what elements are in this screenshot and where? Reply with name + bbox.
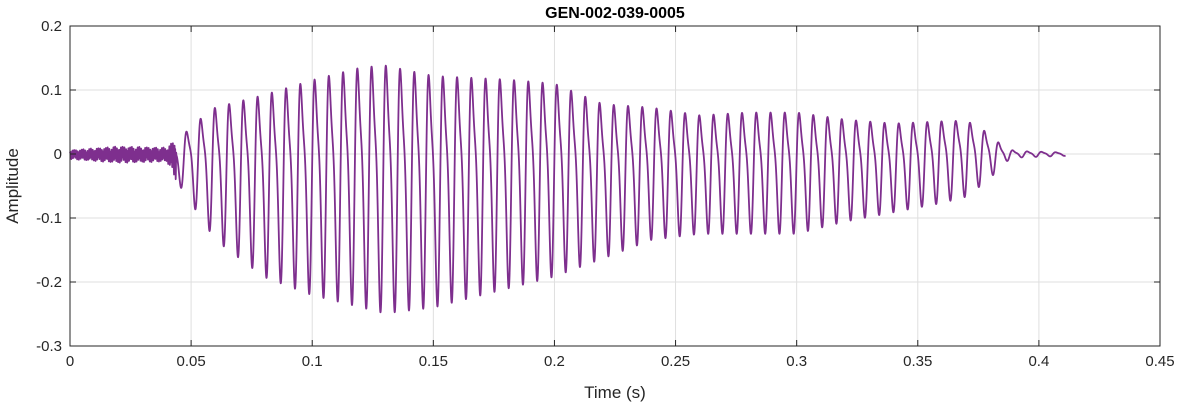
x-tick-label: 0.35 bbox=[903, 353, 932, 370]
y-tick-label: 0.2 bbox=[41, 18, 62, 35]
x-tick-labels: 0 0.05 0.1 0.15 0.2 0.25 0.3 0.35 0.4 0.45 bbox=[66, 353, 1175, 370]
x-tick-label: 0.45 bbox=[1145, 353, 1174, 370]
x-axis-label: Time (s) bbox=[584, 383, 646, 402]
plot-frame bbox=[69, 25, 1161, 347]
y-axis-label: Amplitude bbox=[3, 148, 22, 224]
x-tick-label: 0.2 bbox=[544, 353, 565, 370]
x-tick-label: 0.25 bbox=[661, 353, 690, 370]
waveform-series-line bbox=[69, 64, 1067, 314]
series-group bbox=[69, 64, 1067, 314]
y-tick-label: 0.1 bbox=[41, 82, 62, 99]
y-tick-label: 0 bbox=[54, 146, 62, 163]
y-tick-label: -0.1 bbox=[36, 210, 62, 227]
x-tick-label: 0.1 bbox=[302, 353, 323, 370]
x-tick-label: 0.15 bbox=[419, 353, 448, 370]
y-tick-label: -0.2 bbox=[36, 274, 62, 291]
plot-background bbox=[70, 26, 1160, 346]
x-tick-label: 0.4 bbox=[1028, 353, 1049, 370]
x-tick-label: 0.3 bbox=[786, 353, 807, 370]
tick-marks bbox=[69, 25, 1161, 347]
x-tick-label: 0.05 bbox=[177, 353, 206, 370]
y-tick-labels: -0.3 -0.2 -0.1 0 0.1 0.2 bbox=[36, 18, 62, 355]
x-tick-label: 0 bbox=[66, 353, 74, 370]
chart-title: GEN-002-039-0005 bbox=[545, 5, 685, 22]
y-tick-label: -0.3 bbox=[36, 338, 62, 355]
